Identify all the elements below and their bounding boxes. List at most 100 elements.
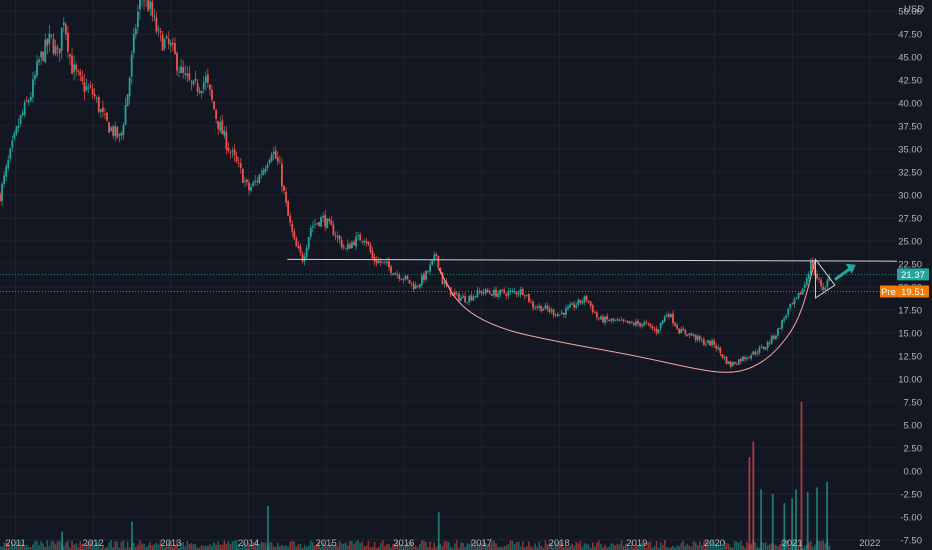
candle-body [441,272,444,285]
volume-bar [221,544,224,550]
volume-bar [217,541,219,550]
volume-bar [303,545,306,550]
candle-body [36,61,38,76]
volume-spike [791,498,794,550]
volume-bar [812,546,814,550]
candle-body [361,241,364,243]
volume-bar [458,547,460,550]
candle-body [188,73,191,80]
volume-bar [770,542,773,550]
volume-bar [729,546,732,550]
candle-body [793,299,796,305]
y-tick-label: 17.50 [898,305,922,316]
candle-body [69,54,71,57]
volume-bar [670,547,672,550]
candle-body [217,120,220,129]
candle-body [781,320,783,329]
volume-bar [159,540,162,550]
volume-spike [800,401,803,550]
volume-bar [692,541,695,550]
candle-body [641,324,644,327]
volume-bar [598,540,600,550]
candle-body [523,295,526,297]
candle-body [622,319,625,322]
volume-bar [744,547,746,550]
volume-bar [643,542,645,550]
volume-bar [44,546,47,550]
candle-body [824,287,827,291]
volume-bar [114,541,117,550]
candle-body [676,325,678,329]
candle-body [400,279,403,281]
volume-bar [239,547,242,550]
volume-bar [100,547,102,550]
volume-bar [521,541,524,550]
candle-body [153,15,156,18]
volume-bar [149,542,152,550]
volume-bar [694,542,697,550]
candle-body [87,87,90,89]
candle-body [83,82,86,92]
x-tick-label: 2013 [160,538,181,549]
candle-body [0,193,1,202]
candle-body [690,333,693,336]
candle-body [256,180,259,182]
volume-bar [349,540,351,550]
candle-body [260,174,263,176]
candle-body [383,261,386,263]
candle-body [40,51,43,58]
volume-bar [328,545,331,550]
volume-bar [384,546,386,550]
volume-bar [167,541,170,550]
candle-body [122,124,125,135]
candle-body [1,183,3,201]
time-axis[interactable]: 2011 2012 2013 2014 2015 2016 2017 2018 2019 2020… [5,538,880,549]
volume-bar [482,541,485,550]
volume-bar [229,544,232,550]
volume-bar [439,543,442,550]
x-tick-label: 2014 [238,538,259,549]
candle-body [540,305,543,312]
candle-body [338,235,341,240]
x-tick-label: 2017 [471,538,492,549]
candle-body [667,313,670,317]
volume-bar [735,541,738,550]
volume-bar [9,546,12,550]
candle-body [818,279,821,280]
volume-bar [71,540,73,550]
candle-body [495,289,497,297]
volume-bar [398,543,401,550]
candle-body [186,73,189,76]
volume-bar [544,540,547,550]
candle-body [490,294,493,296]
candle-body [305,247,308,258]
candle-body [392,273,394,275]
candle-body [643,322,646,326]
candle-body [591,304,594,313]
candle-body [517,293,520,295]
candle-body [21,112,24,116]
volume-bar [610,543,613,550]
pre-market-price-tag [897,285,929,298]
volume-bar [657,547,660,550]
candle-body [289,215,292,223]
price-axis[interactable]: USD 50.00 47.50 45.00 42.50 40.00 37.50 35.00 3… [898,4,924,546]
candle-body [744,357,746,360]
candle-body [412,283,415,289]
candle-body [727,361,730,364]
candle-body [474,296,477,297]
candle-body [130,54,133,77]
candle-body [355,236,357,247]
volume-bar [106,546,108,550]
candle-body [637,320,639,324]
volume-bar [104,547,106,550]
candle-body [532,301,534,308]
volume-bar [447,541,450,550]
volume-bar [546,544,549,550]
volume-bar [661,544,664,550]
candle-body [536,306,539,308]
candle-body [554,314,557,316]
volume-spike [816,487,818,550]
volume-bar [425,541,427,550]
